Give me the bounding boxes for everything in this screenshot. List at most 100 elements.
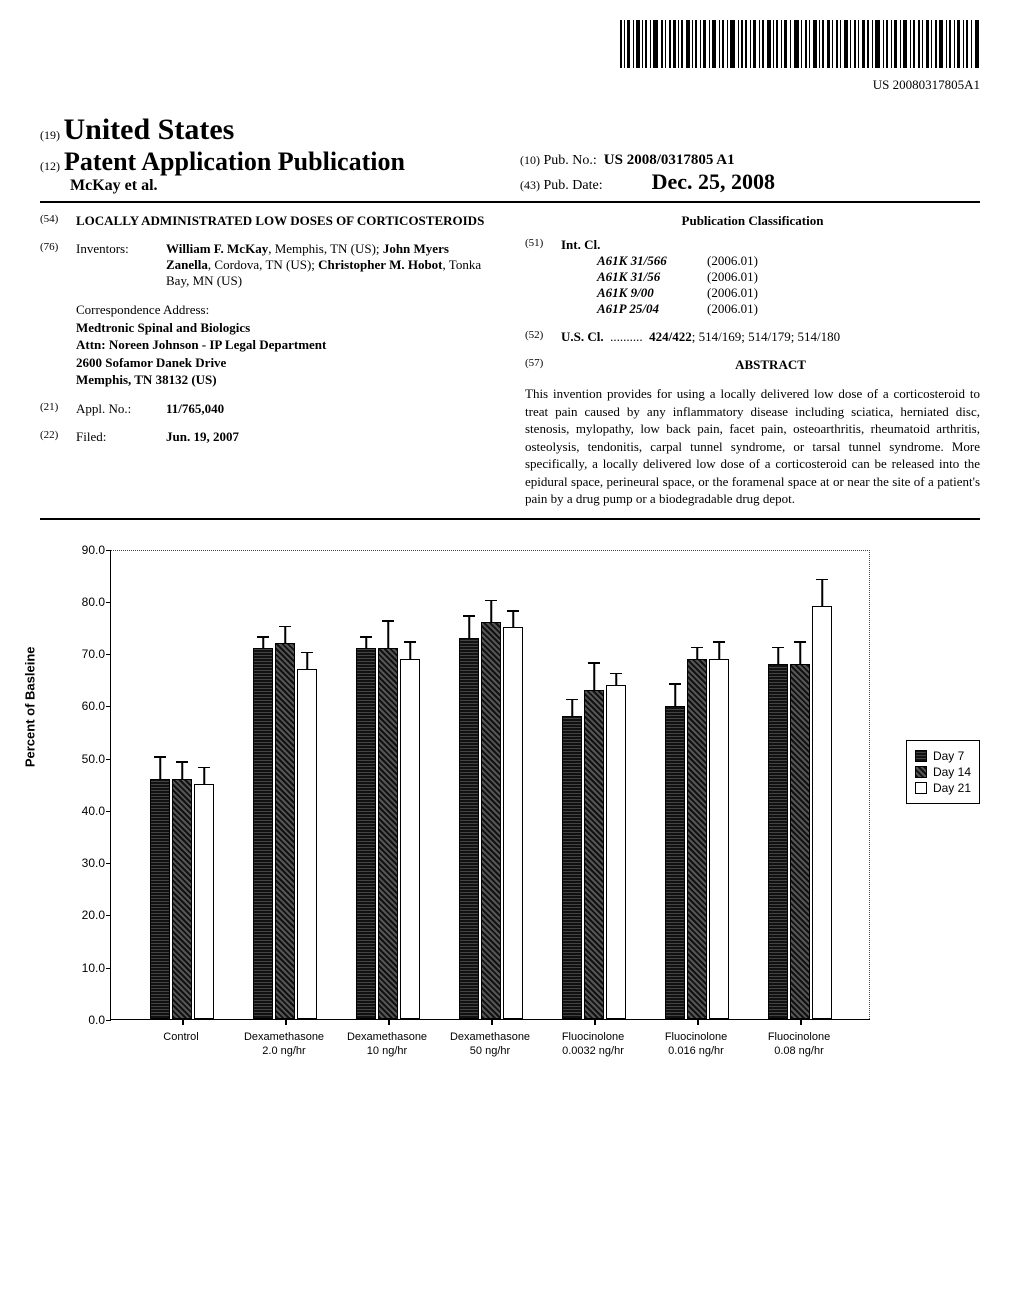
error-cap — [176, 761, 188, 763]
error-bar — [571, 700, 573, 716]
error-bar — [387, 622, 389, 648]
doc-type-num: (12) — [40, 159, 60, 173]
bar-wrap — [400, 549, 420, 1019]
x-label-bottom: 50 ng/hr — [450, 1044, 530, 1058]
x-tick-mark — [491, 1019, 493, 1025]
error-cap — [279, 626, 291, 628]
header-right: (10) Pub. No.: US 2008/0317805 A1 (43) P… — [500, 152, 980, 195]
appl-num-num: (21) — [40, 401, 76, 417]
us-cl-rest: ; 514/169; 514/179; 514/180 — [692, 329, 840, 344]
error-bar — [409, 643, 411, 659]
error-cap — [772, 647, 784, 649]
x-label: Fluocinolone0.016 ng/hr — [665, 1030, 727, 1059]
error-bar — [799, 643, 801, 664]
corr-3: 2600 Sofamor Danek Drive — [76, 354, 495, 372]
x-label-top: Fluocinolone — [768, 1030, 830, 1044]
x-label-top: Fluocinolone — [665, 1030, 727, 1044]
bar-wrap — [584, 549, 604, 1019]
y-tick-label: 70.0 — [82, 647, 111, 661]
int-cl-row: (51) Int. Cl. A61K 31/566(2006.01)A61K 3… — [525, 237, 980, 317]
x-label: Dexamethasone2.0 ng/hr — [244, 1030, 324, 1059]
y-tick-label: 10.0 — [82, 961, 111, 975]
pub-no-label: Pub. No.: — [544, 153, 597, 168]
chart: Percent of Basleine 0.010.020.030.040.05… — [40, 540, 980, 1100]
bar-wrap — [459, 549, 479, 1019]
bar-wrap — [665, 549, 685, 1019]
error-bar — [674, 685, 676, 706]
right-border — [869, 550, 870, 1019]
inventors-label: Inventors: — [76, 241, 166, 289]
error-cap — [154, 756, 166, 758]
barcode — [40, 20, 980, 73]
x-tick-mark — [697, 1019, 699, 1025]
error-bar — [365, 638, 367, 648]
title-row: (54) LOCALLY ADMINISTRATED LOW DOSES OF … — [40, 213, 495, 229]
us-cl-num: (52) — [525, 329, 561, 345]
error-cap — [588, 662, 600, 664]
int-cl-num: (51) — [525, 237, 561, 317]
authority-line: (19) United States — [40, 113, 500, 147]
legend-label: Day 14 — [933, 765, 971, 779]
error-cap — [507, 610, 519, 612]
header: (19) United States (12) Patent Applicati… — [40, 113, 980, 203]
error-bar — [306, 653, 308, 669]
authority: United States — [64, 113, 235, 146]
bar-wrap — [812, 549, 832, 1019]
inventors-row: (76) Inventors: William F. McKay, Memphi… — [40, 241, 495, 289]
bar-wrap — [562, 549, 582, 1019]
y-tick-label: 50.0 — [82, 752, 111, 766]
y-tick-label: 60.0 — [82, 699, 111, 713]
error-cap — [691, 647, 703, 649]
bar-wrap — [172, 549, 192, 1019]
x-label-bottom: 0.0032 ng/hr — [562, 1044, 624, 1058]
pub-no-num: (10) — [520, 153, 540, 167]
error-cap — [794, 641, 806, 643]
filed: Jun. 19, 2007 — [166, 429, 239, 444]
y-tick-label: 40.0 — [82, 804, 111, 818]
error-cap — [566, 699, 578, 701]
header-left: (19) United States (12) Patent Applicati… — [40, 113, 500, 195]
legend-swatch — [915, 750, 927, 762]
us-cl-dots: .......... — [610, 329, 643, 344]
error-cap — [257, 636, 269, 638]
y-tick-label: 0.0 — [88, 1013, 111, 1027]
pub-class-heading: Publication Classification — [525, 213, 980, 229]
legend-swatch — [915, 766, 927, 778]
bar-wrap — [481, 549, 501, 1019]
error-cap — [382, 620, 394, 622]
y-axis-label: Percent of Basleine — [23, 646, 38, 767]
x-tick-mark — [594, 1019, 596, 1025]
title: LOCALLY ADMINISTRATED LOW DOSES OF CORTI… — [76, 213, 495, 229]
int-cl-code: A61K 9/00 — [597, 285, 707, 301]
inventors: William F. McKay, Memphis, TN (US); John… — [166, 241, 495, 289]
int-cl-code: A61K 31/566 — [597, 253, 707, 269]
x-label: Dexamethasone10 ng/hr — [347, 1030, 427, 1059]
bar-wrap — [768, 549, 788, 1019]
int-cl-ver: (2006.01) — [707, 301, 758, 317]
error-bar — [777, 648, 779, 664]
error-cap — [713, 641, 725, 643]
filed-row: (22) Filed: Jun. 19, 2007 — [40, 429, 495, 445]
correspondence: Correspondence Address: Medtronic Spinal… — [76, 301, 495, 389]
bars-layer — [111, 550, 870, 1019]
error-cap — [198, 767, 210, 769]
int-cl-ver: (2006.01) — [707, 253, 758, 269]
error-bar — [615, 674, 617, 684]
pub-date-label: Pub. Date: — [544, 178, 603, 193]
legend-row: Day 14 — [915, 765, 971, 779]
x-label-bottom: 0.016 ng/hr — [665, 1044, 727, 1058]
gridline-top — [111, 550, 870, 551]
x-label-bottom: 0.08 ng/hr — [768, 1044, 830, 1058]
error-cap — [360, 636, 372, 638]
error-bar — [593, 664, 595, 690]
title-num: (54) — [40, 213, 76, 229]
x-label-top: Fluocinolone — [562, 1030, 624, 1044]
bar-wrap — [194, 549, 214, 1019]
int-cl-ver: (2006.01) — [707, 285, 758, 301]
legend-row: Day 7 — [915, 749, 971, 763]
error-cap — [463, 615, 475, 617]
biblio: (54) LOCALLY ADMINISTRATED LOW DOSES OF … — [40, 213, 980, 520]
pub-no-line: (10) Pub. No.: US 2008/0317805 A1 — [520, 152, 980, 169]
error-bar — [262, 638, 264, 648]
pub-no: US 2008/0317805 A1 — [604, 152, 735, 168]
